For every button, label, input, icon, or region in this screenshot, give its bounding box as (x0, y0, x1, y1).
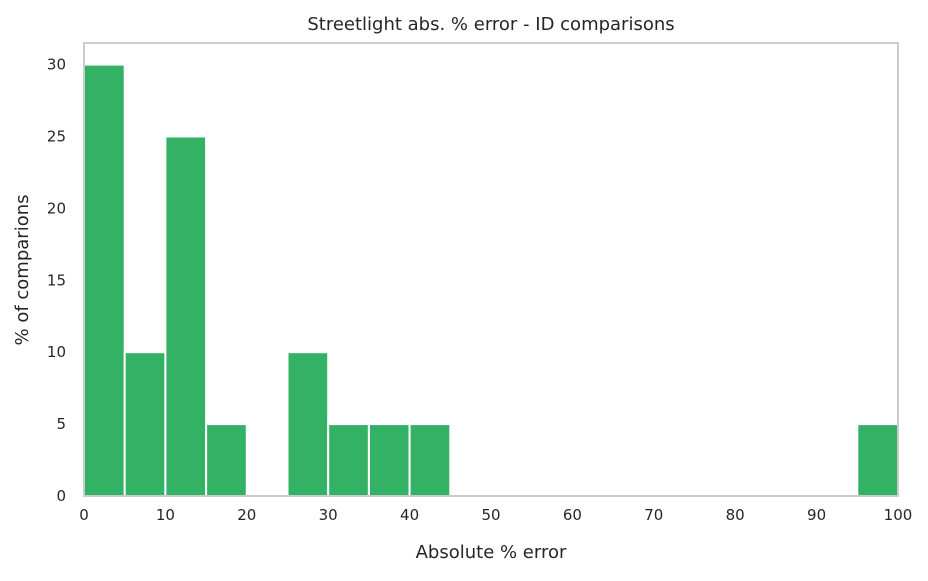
y-tick-label: 30 (47, 56, 66, 74)
plot-frame (83, 42, 899, 497)
x-tick-label: 30 (319, 506, 338, 524)
y-tick-label: 0 (56, 487, 66, 505)
x-tick-label: 90 (807, 506, 826, 524)
x-tick-label: 80 (726, 506, 745, 524)
histogram-bar-25-30 (286, 351, 330, 498)
y-axis-title: % of comparions (12, 195, 33, 346)
y-axis-ticks: 0 5 10 15 20 25 30 (47, 56, 66, 505)
histogram-bar-10-15 (164, 135, 208, 497)
x-tick-label: 0 (79, 506, 89, 524)
histogram-bar-0-5 (83, 63, 126, 497)
y-tick-label: 25 (47, 127, 66, 145)
x-tick-label: 10 (156, 506, 175, 524)
x-tick-label: 70 (644, 506, 663, 524)
x-tick-label: 100 (884, 506, 913, 524)
x-axis-title: Absolute % error (416, 542, 567, 563)
bars-layer (83, 63, 899, 498)
x-tick-label: 50 (481, 506, 500, 524)
x-tick-label: 40 (400, 506, 419, 524)
y-tick-label: 10 (47, 343, 66, 361)
y-tick-label: 20 (47, 199, 66, 217)
histogram-bar-95-100 (856, 423, 899, 498)
histogram-bar-5-10 (123, 351, 167, 498)
histogram-bar-40-45 (408, 423, 452, 498)
histogram-bar-15-20 (205, 423, 248, 498)
y-tick-label: 5 (56, 415, 66, 433)
x-tick-label: 60 (563, 506, 582, 524)
chart-title: Streetlight abs. % error - ID comparison… (307, 14, 674, 35)
x-axis-ticks: 0 10 20 30 40 50 60 70 80 90 100 (79, 506, 912, 524)
histogram-bar-30-35 (327, 423, 370, 498)
x-tick-label: 20 (237, 506, 256, 524)
y-tick-label: 15 (47, 271, 66, 289)
histogram-bar-35-40 (367, 423, 411, 498)
